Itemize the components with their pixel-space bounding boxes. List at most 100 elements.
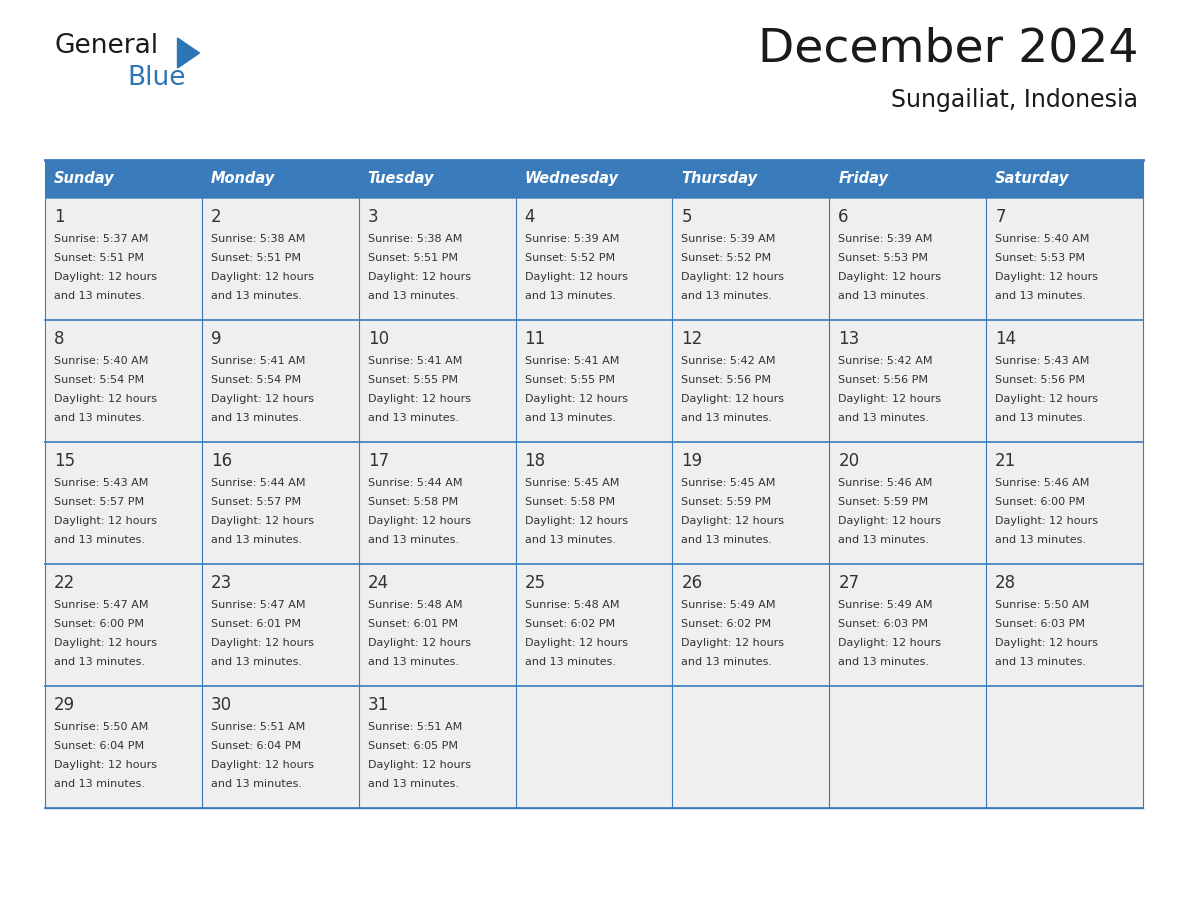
Text: and 13 minutes.: and 13 minutes. (53, 413, 145, 423)
Bar (986, 320, 1143, 442)
Bar (202, 198, 359, 320)
Text: Sunset: 5:54 PM: Sunset: 5:54 PM (53, 375, 144, 385)
Text: Daylight: 12 hours: Daylight: 12 hours (839, 516, 941, 526)
Text: Daylight: 12 hours: Daylight: 12 hours (53, 760, 157, 770)
Text: Wednesday: Wednesday (525, 172, 619, 186)
Text: Sunrise: 5:37 AM: Sunrise: 5:37 AM (53, 234, 148, 244)
Text: Sunrise: 5:39 AM: Sunrise: 5:39 AM (682, 234, 776, 244)
Text: and 13 minutes.: and 13 minutes. (368, 535, 459, 545)
Text: 26: 26 (682, 574, 702, 592)
Text: Sunset: 6:03 PM: Sunset: 6:03 PM (996, 619, 1085, 629)
Text: Sunrise: 5:49 AM: Sunrise: 5:49 AM (682, 600, 776, 610)
Bar (672, 160, 829, 198)
Text: Sunset: 5:52 PM: Sunset: 5:52 PM (682, 253, 771, 263)
Bar (202, 320, 359, 442)
Text: Sunrise: 5:43 AM: Sunrise: 5:43 AM (53, 478, 148, 488)
Text: 30: 30 (210, 696, 232, 714)
Bar (516, 198, 672, 320)
Text: Sunrise: 5:39 AM: Sunrise: 5:39 AM (839, 234, 933, 244)
Text: 9: 9 (210, 330, 221, 348)
Text: and 13 minutes.: and 13 minutes. (839, 535, 929, 545)
Text: and 13 minutes.: and 13 minutes. (525, 657, 615, 667)
Text: 10: 10 (368, 330, 388, 348)
Text: 22: 22 (53, 574, 75, 592)
Bar (202, 442, 359, 564)
Bar (45, 686, 202, 808)
Text: Sunset: 5:57 PM: Sunset: 5:57 PM (210, 497, 301, 507)
Text: Daylight: 12 hours: Daylight: 12 hours (210, 760, 314, 770)
Bar (359, 198, 516, 320)
Text: and 13 minutes.: and 13 minutes. (996, 657, 1086, 667)
Text: 1: 1 (53, 208, 64, 226)
Bar (359, 564, 516, 686)
Bar (516, 686, 672, 808)
Text: Daylight: 12 hours: Daylight: 12 hours (525, 638, 627, 648)
Text: Monday: Monday (210, 172, 276, 186)
Text: and 13 minutes.: and 13 minutes. (368, 779, 459, 789)
Text: Sunrise: 5:50 AM: Sunrise: 5:50 AM (53, 722, 148, 732)
Text: Sunrise: 5:45 AM: Sunrise: 5:45 AM (525, 478, 619, 488)
Text: Sunrise: 5:49 AM: Sunrise: 5:49 AM (839, 600, 933, 610)
Text: Sunday: Sunday (53, 172, 114, 186)
Text: Daylight: 12 hours: Daylight: 12 hours (525, 394, 627, 404)
Bar (359, 442, 516, 564)
Text: Sunrise: 5:47 AM: Sunrise: 5:47 AM (53, 600, 148, 610)
Text: 27: 27 (839, 574, 859, 592)
Text: December 2024: December 2024 (758, 26, 1138, 71)
Text: 24: 24 (368, 574, 388, 592)
Text: Sunrise: 5:44 AM: Sunrise: 5:44 AM (210, 478, 305, 488)
Bar (359, 320, 516, 442)
Text: Daylight: 12 hours: Daylight: 12 hours (53, 394, 157, 404)
Text: Sunset: 6:00 PM: Sunset: 6:00 PM (53, 619, 144, 629)
Text: 6: 6 (839, 208, 848, 226)
Text: Friday: Friday (839, 172, 889, 186)
Bar (829, 686, 986, 808)
Text: and 13 minutes.: and 13 minutes. (525, 535, 615, 545)
Text: 5: 5 (682, 208, 691, 226)
Text: 28: 28 (996, 574, 1016, 592)
Text: and 13 minutes.: and 13 minutes. (682, 413, 772, 423)
Text: Daylight: 12 hours: Daylight: 12 hours (368, 516, 470, 526)
Text: Daylight: 12 hours: Daylight: 12 hours (682, 394, 784, 404)
Text: Daylight: 12 hours: Daylight: 12 hours (682, 272, 784, 282)
Text: and 13 minutes.: and 13 minutes. (368, 413, 459, 423)
Text: Daylight: 12 hours: Daylight: 12 hours (525, 272, 627, 282)
Bar (672, 320, 829, 442)
Text: Sunrise: 5:41 AM: Sunrise: 5:41 AM (525, 356, 619, 366)
Text: Daylight: 12 hours: Daylight: 12 hours (839, 272, 941, 282)
Text: Sunrise: 5:47 AM: Sunrise: 5:47 AM (210, 600, 305, 610)
Text: Sunset: 5:53 PM: Sunset: 5:53 PM (996, 253, 1085, 263)
Text: 4: 4 (525, 208, 535, 226)
Text: Sunrise: 5:51 AM: Sunrise: 5:51 AM (368, 722, 462, 732)
Text: Sunset: 6:04 PM: Sunset: 6:04 PM (210, 741, 301, 751)
Text: 19: 19 (682, 452, 702, 470)
Text: Saturday: Saturday (996, 172, 1069, 186)
Text: Sunset: 5:56 PM: Sunset: 5:56 PM (839, 375, 928, 385)
Bar (45, 160, 202, 198)
Text: Daylight: 12 hours: Daylight: 12 hours (525, 516, 627, 526)
Text: and 13 minutes.: and 13 minutes. (682, 657, 772, 667)
Bar (829, 320, 986, 442)
Text: and 13 minutes.: and 13 minutes. (53, 657, 145, 667)
Text: and 13 minutes.: and 13 minutes. (210, 291, 302, 301)
Text: Sunset: 5:51 PM: Sunset: 5:51 PM (210, 253, 301, 263)
Bar (45, 442, 202, 564)
Text: Sunset: 5:51 PM: Sunset: 5:51 PM (53, 253, 144, 263)
Text: Daylight: 12 hours: Daylight: 12 hours (682, 638, 784, 648)
Bar (202, 160, 359, 198)
Bar (359, 160, 516, 198)
Text: Sunrise: 5:46 AM: Sunrise: 5:46 AM (839, 478, 933, 488)
Text: Sunset: 6:05 PM: Sunset: 6:05 PM (368, 741, 457, 751)
Text: Daylight: 12 hours: Daylight: 12 hours (210, 272, 314, 282)
Text: Sunset: 5:57 PM: Sunset: 5:57 PM (53, 497, 144, 507)
Text: and 13 minutes.: and 13 minutes. (682, 535, 772, 545)
Text: 13: 13 (839, 330, 860, 348)
Text: General: General (55, 33, 159, 59)
Text: Sunset: 6:02 PM: Sunset: 6:02 PM (525, 619, 614, 629)
Text: and 13 minutes.: and 13 minutes. (996, 291, 1086, 301)
Bar (986, 564, 1143, 686)
Bar (672, 198, 829, 320)
Text: and 13 minutes.: and 13 minutes. (53, 535, 145, 545)
Text: Sunrise: 5:38 AM: Sunrise: 5:38 AM (368, 234, 462, 244)
Text: Sunrise: 5:46 AM: Sunrise: 5:46 AM (996, 478, 1089, 488)
